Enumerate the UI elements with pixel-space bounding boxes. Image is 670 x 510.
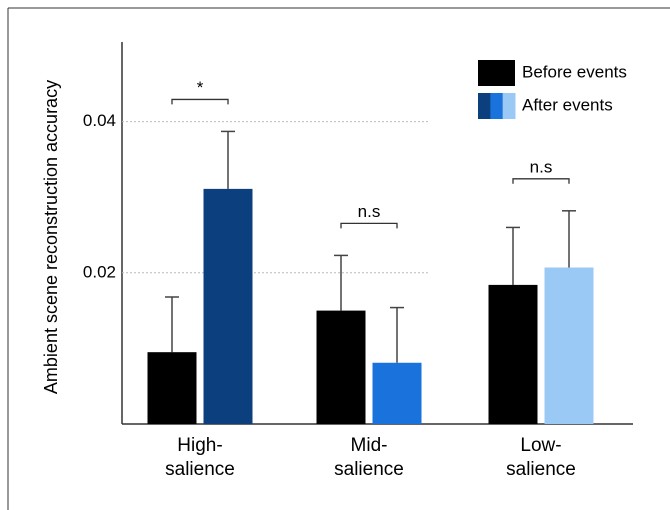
bar [544,267,594,424]
bar [203,188,253,424]
legend-swatch [478,60,515,86]
x-tick-label: High- salience [165,435,235,480]
x-tick-label: Mid- salience [334,435,404,480]
significance-label: n.s [358,202,381,221]
legend-swatch [490,93,504,119]
x-tick-label: Low- salience [506,435,576,480]
significance-label: * [197,78,204,97]
bar [372,362,422,424]
significance-bracket [171,98,229,105]
legend-swatch [478,93,491,119]
y-tick-label: 0.04 [83,111,116,130]
significance-bracket [512,178,570,184]
legend-label: After events [522,95,613,114]
y-tick-label: 0.02 [83,262,116,281]
bar [488,284,538,424]
bar [147,352,197,424]
bar [316,310,366,424]
significance-label: n.s [530,157,553,176]
significance-bracket [340,222,398,229]
legend-swatch [502,93,516,119]
legend-label: Before events [522,62,627,81]
y-axis-label: Ambient scene reconstruction accuracy [41,80,61,394]
